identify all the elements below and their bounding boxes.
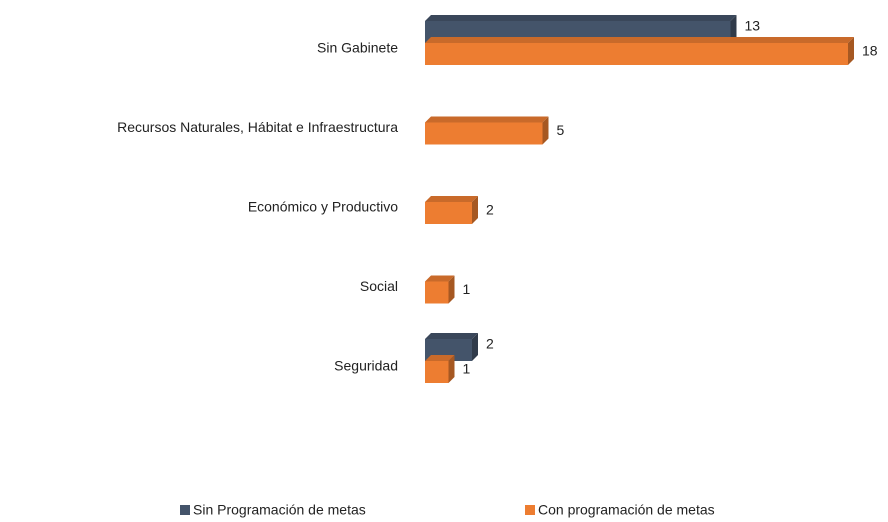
- bar-top: [425, 37, 854, 43]
- legend-swatch: [525, 505, 535, 515]
- value-label: 5: [557, 122, 565, 138]
- bar: [425, 37, 854, 65]
- value-label: 2: [486, 202, 494, 218]
- category-label: Económico y Productivo: [248, 199, 398, 215]
- bar-top: [425, 355, 455, 361]
- bar: [425, 116, 549, 145]
- bar-side: [448, 275, 455, 304]
- bar-top: [425, 275, 455, 282]
- bar: [425, 196, 478, 224]
- bar-front: [425, 281, 449, 304]
- category-label: Social: [360, 278, 398, 294]
- category-label: Recursos Naturales, Hábitat e Infraestru…: [117, 119, 398, 135]
- bar-front: [425, 361, 449, 383]
- legend-swatch: [180, 505, 190, 515]
- bar-front: [425, 202, 472, 224]
- value-label: 2: [486, 336, 494, 352]
- value-label: 18: [862, 43, 878, 59]
- bar-side: [472, 196, 478, 224]
- bar: [425, 275, 455, 304]
- value-label: 1: [463, 361, 471, 377]
- value-label: 1: [463, 281, 471, 297]
- bar-top: [425, 333, 478, 339]
- bar-side: [542, 116, 549, 145]
- bar-top: [425, 116, 549, 123]
- bar-side: [848, 37, 854, 65]
- legend-label: Con programación de metas: [538, 502, 715, 518]
- legend-label: Sin Programación de metas: [193, 502, 366, 518]
- bar: [425, 355, 455, 383]
- bar-side: [730, 15, 737, 43]
- bar-front: [425, 122, 543, 145]
- category-label: Seguridad: [334, 358, 398, 374]
- bar-front: [425, 43, 848, 65]
- bar-side: [448, 355, 455, 383]
- category-label: Sin Gabinete: [317, 40, 398, 56]
- bar-side: [472, 333, 478, 361]
- value-label: 13: [745, 18, 761, 34]
- bar-top: [425, 196, 478, 202]
- bar-top: [425, 15, 737, 21]
